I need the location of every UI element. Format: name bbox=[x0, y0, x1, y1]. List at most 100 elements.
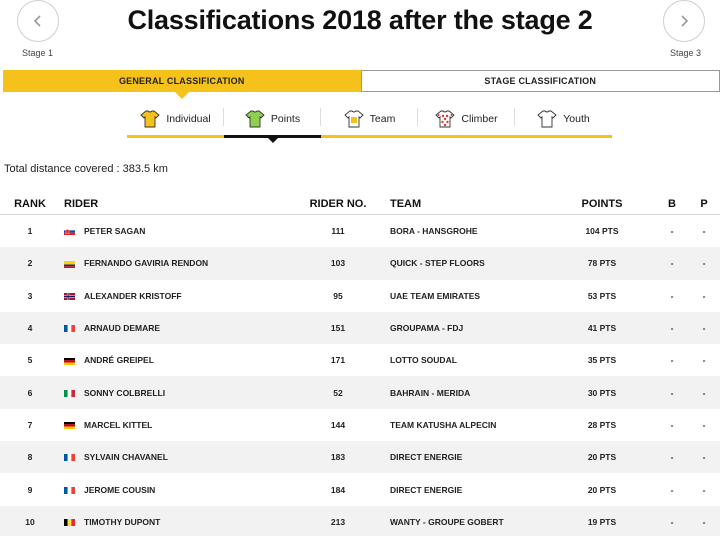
points-cell: 104 PTS bbox=[585, 226, 619, 237]
rider-name-link[interactable]: TIMOTHY DUPONT bbox=[84, 516, 161, 527]
tab-stage-classification[interactable]: STAGE CLASSIFICATION bbox=[360, 70, 720, 92]
rider-cell: ARNAUD DEMARE bbox=[60, 323, 288, 333]
rider-name-link[interactable]: MARCEL KITTEL bbox=[84, 419, 153, 430]
classification-table: RANK RIDER RIDER NO. TEAM POINTS B P 1 PE… bbox=[0, 193, 720, 536]
tab-points[interactable]: Points bbox=[224, 102, 321, 143]
tab-team[interactable]: Team bbox=[321, 102, 418, 138]
p-cell: - bbox=[702, 290, 706, 301]
header-points: POINTS bbox=[581, 197, 623, 210]
team-cell: LOTTO SOUDAL bbox=[390, 355, 457, 366]
b-cell: - bbox=[670, 258, 674, 269]
points-cell: 28 PTS bbox=[587, 419, 617, 430]
rider-cell: SYLVAIN CHAVANEL bbox=[60, 452, 288, 462]
points-cell: 30 PTS bbox=[587, 387, 617, 398]
team-cell: DIRECT ENERGIE bbox=[390, 484, 463, 495]
flag-icon-de bbox=[60, 355, 84, 365]
tab-youth[interactable]: Youth bbox=[515, 102, 612, 138]
table-row[interactable]: 10 TIMOTHY DUPONT 213 WANTY - GROUPE GOBERT… bbox=[0, 505, 720, 536]
points-cell: 20 PTS bbox=[587, 484, 617, 495]
header-b: B bbox=[668, 197, 676, 210]
tab-climber[interactable]: Climber bbox=[418, 102, 515, 138]
p-cell: - bbox=[702, 323, 706, 334]
rank-cell: 2 bbox=[27, 258, 33, 269]
rider-name-link[interactable]: FERNANDO GAVIRIA RENDON bbox=[84, 258, 209, 269]
rider-name-link[interactable]: JEROME COUSIN bbox=[84, 484, 156, 495]
team-cell: BORA - HANSGROHE bbox=[390, 226, 478, 237]
header-p: P bbox=[700, 197, 708, 210]
flag-icon-be bbox=[60, 517, 84, 527]
next-stage-label[interactable]: Stage 3 bbox=[670, 48, 702, 58]
rank-cell: 7 bbox=[27, 419, 33, 430]
tab-general-classification[interactable]: GENERAL CLASSIFICATION bbox=[3, 70, 361, 99]
green-jersey-icon bbox=[245, 110, 265, 127]
rank-cell: 3 bbox=[27, 290, 33, 301]
tab-divider bbox=[223, 108, 224, 126]
rider-name-link[interactable]: PETER SAGAN bbox=[84, 226, 146, 237]
table-row[interactable]: 7 MARCEL KITTEL 144 TEAM KATUSHA ALPECIN 28 … bbox=[0, 409, 720, 441]
table-header: RANK RIDER RIDER NO. TEAM POINTS B P bbox=[0, 193, 720, 215]
table-row[interactable]: 2 FERNANDO GAVIRIA RENDON 103 QUICK - STEP … bbox=[0, 247, 720, 280]
b-cell: - bbox=[670, 226, 674, 237]
header-team: TEAM bbox=[390, 197, 422, 210]
flag-icon-fr bbox=[60, 452, 84, 462]
rider-cell: PETER SAGAN bbox=[60, 226, 288, 236]
jersey-tabs: Individual Points Team Climber Youth bbox=[127, 102, 612, 143]
classification-tabs: GENERAL CLASSIFICATION STAGE CLASSIFICAT… bbox=[3, 70, 720, 99]
rider-cell: SONNY COLBRELLI bbox=[60, 388, 288, 398]
rider-name-link[interactable]: ARNAUD DEMARE bbox=[84, 323, 161, 334]
p-cell: - bbox=[702, 387, 706, 398]
rider-name-link[interactable]: ANDRÉ GREIPEL bbox=[84, 355, 154, 366]
table-row[interactable]: 4 ARNAUD DEMARE 151 GROUPAMA - FDJ 41 PTS - - bbox=[0, 311, 720, 345]
b-cell: - bbox=[670, 516, 674, 527]
previous-stage-button[interactable] bbox=[17, 0, 59, 42]
points-cell: 19 PTS bbox=[587, 516, 617, 527]
chevron-left-icon bbox=[33, 15, 41, 27]
flag-icon-fr bbox=[60, 485, 84, 495]
table-row[interactable]: 9 JEROME COUSIN 184 DIRECT ENERGIE 20 PTS - - bbox=[0, 473, 720, 505]
tab-divider bbox=[514, 108, 515, 126]
header-rank: RANK bbox=[14, 197, 46, 210]
points-cell: 20 PTS bbox=[587, 452, 617, 463]
white-jersey-icon bbox=[537, 110, 557, 127]
p-cell: - bbox=[702, 484, 706, 495]
b-cell: - bbox=[670, 484, 674, 495]
flag-icon-co bbox=[60, 258, 84, 268]
rider-name-link[interactable]: SONNY COLBRELLI bbox=[84, 387, 166, 398]
rider-no-cell: 171 bbox=[330, 355, 346, 366]
team-jersey-icon bbox=[343, 110, 364, 127]
p-cell: - bbox=[702, 355, 706, 366]
p-cell: - bbox=[702, 452, 706, 463]
flag-icon-sk bbox=[60, 226, 84, 236]
rider-cell: TIMOTHY DUPONT bbox=[60, 517, 288, 527]
rank-cell: 4 bbox=[27, 323, 33, 334]
p-cell: - bbox=[702, 226, 706, 237]
header-rider-no: RIDER NO. bbox=[309, 197, 367, 210]
previous-stage-label[interactable]: Stage 1 bbox=[22, 48, 54, 58]
page-title: Classifications 2018 after the stage 2 bbox=[127, 5, 593, 35]
points-cell: 78 PTS bbox=[587, 258, 617, 269]
table-row[interactable]: 5 ANDRÉ GREIPEL 171 LOTTO SOUDAL 35 PTS - - bbox=[0, 344, 720, 376]
team-cell: BAHRAIN - MERIDA bbox=[390, 387, 471, 398]
table-row[interactable]: 1 PETER SAGAN 111 BORA - HANSGROHE 104 PTS - - bbox=[0, 215, 720, 247]
table-row[interactable]: 8 SYLVAIN CHAVANEL 183 DIRECT ENERGIE 20 PTS… bbox=[0, 441, 720, 474]
rider-name-link[interactable]: SYLVAIN CHAVANEL bbox=[84, 452, 168, 463]
rank-cell: 6 bbox=[27, 387, 33, 398]
rider-name-link[interactable]: ALEXANDER KRISTOFF bbox=[84, 290, 182, 301]
b-cell: - bbox=[670, 323, 674, 334]
rider-no-cell: 52 bbox=[333, 387, 343, 398]
rider-no-cell: 151 bbox=[330, 323, 346, 334]
rider-no-cell: 184 bbox=[330, 484, 346, 495]
next-stage-button[interactable] bbox=[663, 0, 705, 42]
rider-cell: ANDRÉ GREIPEL bbox=[60, 355, 288, 365]
team-cell: WANTY - GROUPE GOBERT bbox=[390, 516, 504, 527]
table-row[interactable]: 3 ALEXANDER KRISTOFF 95 UAE TEAM EMIRATES 53… bbox=[0, 280, 720, 312]
rider-no-cell: 213 bbox=[330, 516, 346, 527]
tab-individual[interactable]: Individual bbox=[127, 102, 224, 138]
rider-no-cell: 183 bbox=[330, 452, 346, 463]
points-cell: 53 PTS bbox=[587, 290, 617, 301]
table-row[interactable]: 6 SONNY COLBRELLI 52 BAHRAIN - MERIDA 30 PTS… bbox=[0, 376, 720, 409]
team-cell: UAE TEAM EMIRATES bbox=[390, 290, 481, 301]
tab-youth-label: Youth bbox=[563, 112, 590, 125]
tab-divider bbox=[417, 108, 418, 126]
rider-no-cell: 144 bbox=[330, 419, 346, 430]
